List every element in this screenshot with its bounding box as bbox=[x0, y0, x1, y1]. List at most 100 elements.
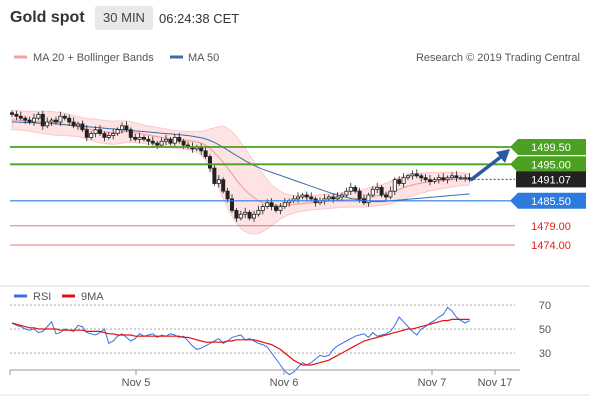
candle bbox=[172, 136, 177, 144]
candle bbox=[49, 119, 54, 123]
x-tick-label: Nov 5 bbox=[122, 377, 151, 389]
last-price-tag bbox=[516, 171, 586, 188]
candle bbox=[414, 173, 419, 177]
chart-header: Gold spot 30 MIN 06:24:38 CET bbox=[0, 0, 590, 36]
9ma-series-line bbox=[11, 318, 470, 366]
forecast-arrowhead bbox=[496, 149, 510, 163]
candle bbox=[458, 177, 463, 180]
candle bbox=[45, 121, 50, 127]
candle bbox=[388, 190, 393, 198]
candle bbox=[203, 150, 208, 158]
candle bbox=[207, 156, 212, 169]
pivot-level-label: 1485.50 bbox=[531, 196, 571, 208]
candle bbox=[120, 125, 125, 131]
candle bbox=[216, 179, 221, 184]
candle bbox=[76, 123, 81, 127]
candle bbox=[62, 115, 67, 119]
candle bbox=[155, 142, 160, 146]
candle bbox=[401, 177, 406, 184]
candle bbox=[159, 140, 164, 146]
support-level-label: 1474.00 bbox=[531, 240, 571, 252]
candle bbox=[102, 133, 107, 138]
candle bbox=[392, 179, 397, 192]
candle bbox=[370, 188, 375, 196]
ma50-legend-label: MA 50 bbox=[188, 52, 219, 64]
candle bbox=[58, 115, 63, 123]
candle bbox=[238, 213, 243, 219]
candle bbox=[234, 210, 239, 219]
x-axis: Nov 5 Nov 6 Nov 7 Nov 17 bbox=[9, 370, 512, 389]
candle bbox=[221, 179, 226, 192]
candle bbox=[106, 135, 111, 138]
candle bbox=[383, 194, 388, 198]
candle bbox=[23, 117, 28, 121]
candle bbox=[379, 186, 384, 196]
candle bbox=[295, 196, 300, 200]
candle bbox=[256, 210, 261, 215]
candle bbox=[366, 194, 371, 204]
candle bbox=[423, 177, 428, 181]
x-tick-label: Nov 7 bbox=[418, 377, 447, 389]
candle bbox=[247, 211, 252, 219]
candle bbox=[449, 175, 454, 179]
candle bbox=[432, 179, 437, 182]
candle bbox=[269, 202, 274, 207]
rsi-tick-label: 70 bbox=[539, 300, 551, 312]
timeframe-selector[interactable]: 30 MIN bbox=[95, 6, 153, 30]
candle bbox=[9, 112, 14, 115]
instrument-title: Gold spot bbox=[10, 9, 85, 26]
research-credit: Research © 2019 Trading Central bbox=[416, 52, 580, 64]
candle bbox=[163, 138, 168, 142]
ma20-legend-label: MA 20 + Bollinger Bands bbox=[33, 52, 154, 64]
candle bbox=[93, 129, 98, 134]
candle bbox=[278, 206, 283, 211]
pivot-level-tag bbox=[510, 192, 586, 209]
candle bbox=[115, 129, 120, 134]
candle bbox=[89, 133, 94, 138]
candle bbox=[273, 206, 278, 211]
support-level-label: 1479.00 bbox=[531, 221, 571, 233]
candle bbox=[441, 177, 446, 181]
candle bbox=[427, 179, 432, 182]
candle bbox=[419, 175, 424, 179]
candle bbox=[181, 140, 186, 146]
candle bbox=[229, 198, 234, 211]
candle bbox=[54, 119, 59, 123]
candle bbox=[348, 186, 353, 192]
candle bbox=[168, 138, 173, 144]
candle bbox=[353, 186, 358, 192]
candle bbox=[251, 213, 256, 219]
candle bbox=[84, 129, 89, 138]
candle bbox=[282, 202, 287, 207]
candle bbox=[304, 194, 309, 198]
candle bbox=[36, 113, 41, 119]
candle bbox=[32, 117, 37, 123]
x-tick-label: Nov 6 bbox=[270, 377, 299, 389]
resistance-level-label: 1495.00 bbox=[531, 159, 571, 171]
candle bbox=[326, 196, 331, 200]
candle bbox=[137, 136, 142, 140]
candle bbox=[375, 186, 380, 190]
candle bbox=[18, 115, 23, 119]
candle bbox=[40, 113, 45, 127]
candle bbox=[80, 123, 85, 131]
resistance-level-tag bbox=[510, 156, 586, 173]
candle bbox=[405, 175, 410, 179]
rsi-legend-label: RSI bbox=[33, 291, 51, 303]
candle bbox=[98, 129, 103, 134]
candle bbox=[225, 190, 230, 200]
9ma-legend-label: 9MA bbox=[81, 291, 104, 303]
resistance-level-tag bbox=[510, 139, 586, 155]
candle bbox=[14, 113, 19, 117]
candle bbox=[27, 119, 32, 123]
forecast-arrow bbox=[469, 154, 504, 182]
candle bbox=[243, 211, 248, 215]
candle bbox=[463, 177, 468, 180]
price-levels: 1499.50 1495.00 1491.07 1485.50 1479.00 1474.… bbox=[10, 139, 586, 252]
candle bbox=[344, 190, 349, 196]
candle bbox=[71, 121, 76, 127]
resistance-level-label: 1499.50 bbox=[531, 142, 571, 154]
candle bbox=[67, 117, 72, 123]
candle bbox=[335, 196, 340, 200]
